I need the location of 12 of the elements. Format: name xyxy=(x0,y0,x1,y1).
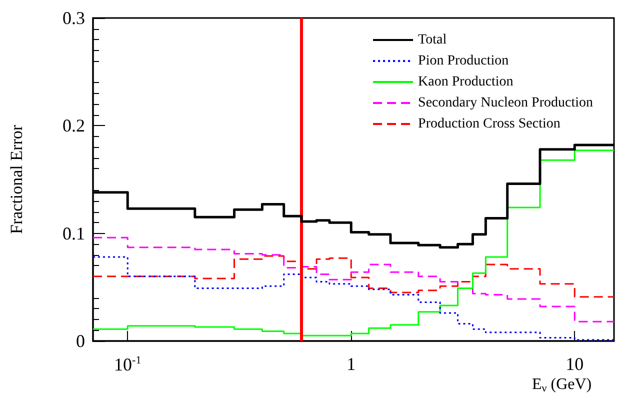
legend-label: Kaon Production xyxy=(418,74,514,90)
x-tick-label: 10 xyxy=(566,354,584,374)
y-tick-label: 0 xyxy=(76,331,85,351)
legend-label: Pion Production xyxy=(418,54,509,68)
legend-label: Secondary Nucleon Production xyxy=(418,96,594,110)
y-tick-label: 0.3 xyxy=(62,8,85,28)
y-tick-label: 0.2 xyxy=(62,116,85,136)
y-axis-title: Fractional Error xyxy=(7,124,26,234)
legend-label: Production Cross Section xyxy=(418,116,560,132)
legend-label: Total xyxy=(418,32,447,48)
x-tick-label: 1 xyxy=(346,354,356,374)
y-tick-label: 0.1 xyxy=(62,223,85,244)
